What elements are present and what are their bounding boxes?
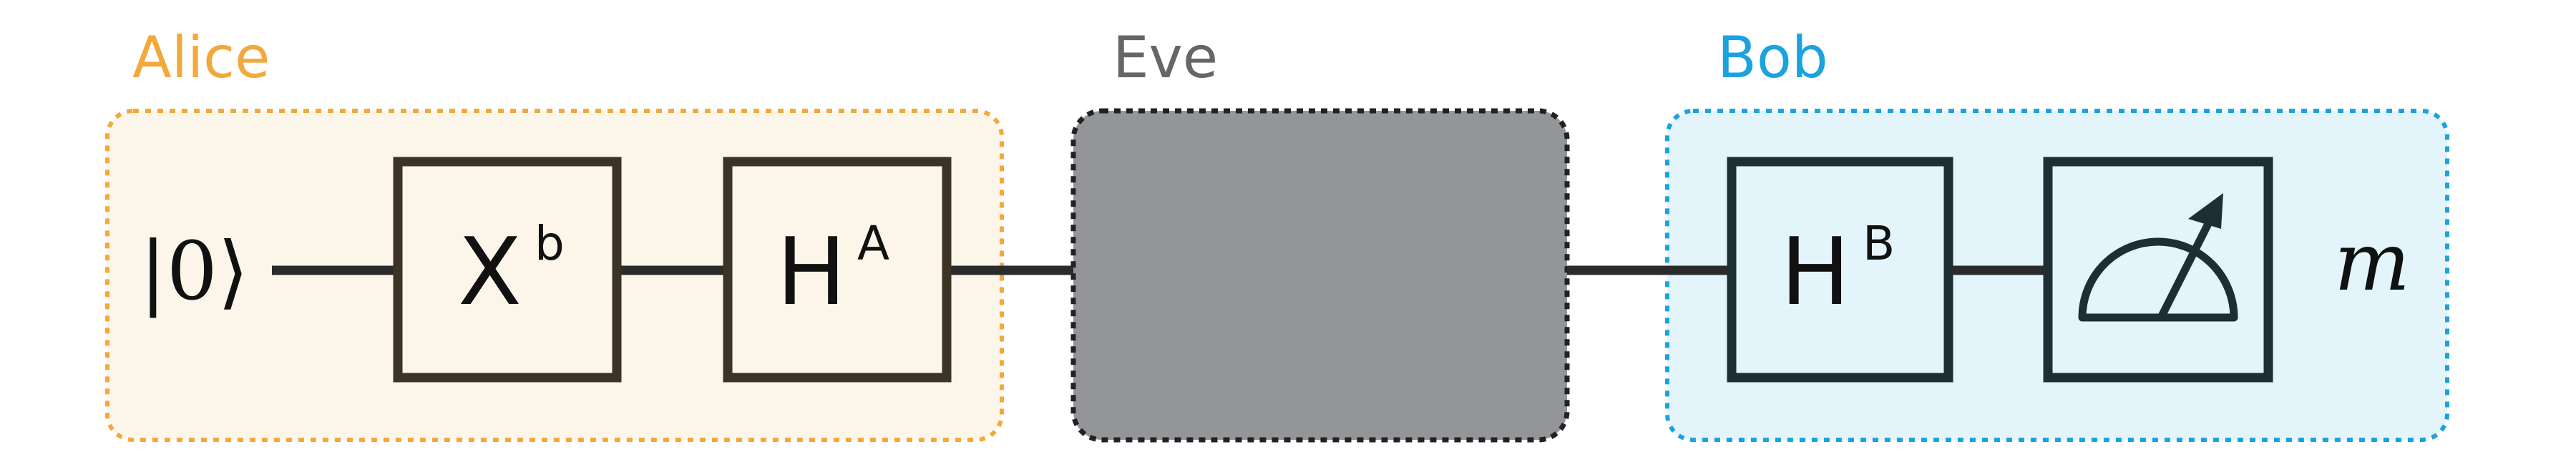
measurement-gate [2043, 157, 2273, 383]
h-b-gate-superscript: B [1863, 216, 1895, 271]
h-b-gate-base: H [1780, 217, 1850, 326]
x-gate: X b [393, 157, 622, 383]
bob-region [1665, 109, 2449, 442]
input-ket: |0⟩ [140, 225, 249, 318]
h-a-gate-base: H [776, 217, 847, 326]
eve-region [1070, 108, 1570, 443]
h-a-gate-superscript: A [857, 216, 889, 271]
eve-label: Eve [1113, 24, 1218, 91]
alice-label: Alice [132, 24, 270, 91]
bob-label: Bob [1717, 24, 1828, 91]
x-gate-superscript: b [535, 216, 565, 271]
alice-region [105, 109, 1004, 442]
meter-icon [2078, 214, 2238, 322]
output-symbol: m [2334, 216, 2410, 309]
meter-arrowhead [2188, 193, 2223, 229]
h-b-gate: H B [1727, 157, 1953, 383]
h-a-gate: H A [723, 157, 952, 383]
x-gate-base: X [458, 217, 522, 326]
